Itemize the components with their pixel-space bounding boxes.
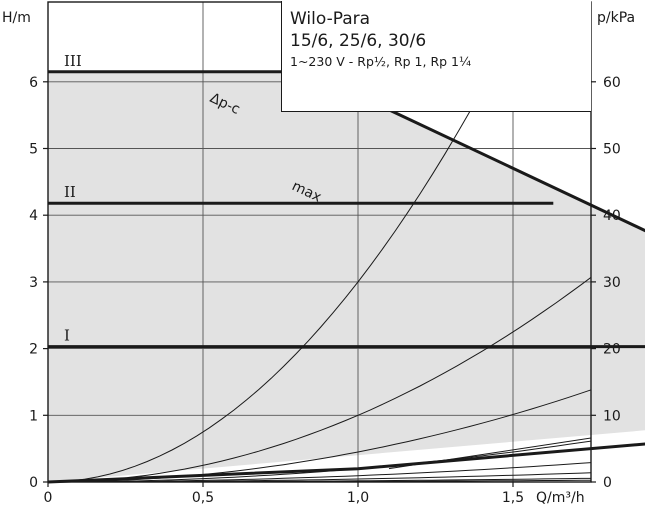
- y2-tick-label: 20: [603, 342, 621, 358]
- system-curve: [48, 462, 591, 482]
- x-tick-label: 0,5: [192, 490, 214, 506]
- level-label: I: [64, 327, 70, 345]
- y-axis-label: H/m: [2, 10, 31, 26]
- y2-tick-label: 10: [603, 408, 621, 424]
- x-tick-label: 0: [44, 490, 53, 506]
- y-tick-label: 5: [29, 142, 38, 158]
- operating-area: [48, 71, 645, 482]
- system-curve: [48, 440, 591, 482]
- system-line: [388, 437, 591, 470]
- y-tick-label: 0: [29, 475, 38, 491]
- lower-boundary-curve: [47, 442, 645, 484]
- title-box: Wilo-Para 15/6, 25/6, 30/6 1~230 V - Rp½…: [281, 1, 591, 112]
- y2-axis-label: p/kPa: [597, 10, 635, 26]
- title-line-2: 15/6, 25/6, 30/6: [290, 31, 427, 51]
- x-tick-label: 1,0: [347, 490, 369, 506]
- y2-tick-label: 0: [603, 475, 612, 491]
- y2-tick-label: 60: [603, 75, 621, 91]
- level-label: III: [64, 52, 82, 70]
- system-curve: [48, 472, 591, 482]
- y-tick-label: 4: [29, 208, 38, 224]
- system-curve: [48, 2, 529, 482]
- y2-tick-label: 30: [603, 275, 621, 291]
- x-tick-label: 1,5: [502, 490, 524, 506]
- level-label: II: [64, 183, 76, 201]
- title-line-3: 1~230 V - Rp½, Rp 1, Rp 1¼: [290, 54, 472, 69]
- y2-tick-label: 40: [603, 208, 621, 224]
- y-tick-label: 3: [29, 275, 38, 291]
- title-line-1: Wilo-Para: [290, 9, 371, 29]
- y2-tick-label: 50: [603, 142, 621, 158]
- main-curves: [47, 70, 645, 484]
- max-curve: [306, 70, 645, 233]
- system-curve: [48, 276, 591, 482]
- operating-area-fill: [48, 71, 645, 482]
- y-tick-label: 1: [29, 408, 38, 424]
- y-tick-label: 2: [29, 342, 38, 358]
- y-tick-label: 6: [29, 75, 38, 91]
- x-axis-label: Q/m³/h: [536, 490, 585, 506]
